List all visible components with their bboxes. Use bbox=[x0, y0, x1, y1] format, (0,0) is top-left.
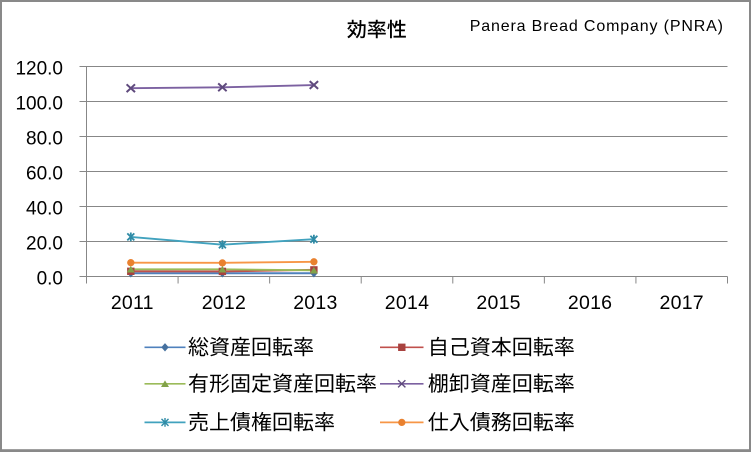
svg-text:60.0: 60.0 bbox=[26, 163, 63, 184]
svg-text:Panera Bread Company (PNRA): Panera Bread Company (PNRA) bbox=[470, 18, 724, 35]
svg-text:100.0: 100.0 bbox=[15, 93, 63, 114]
svg-text:20.0: 20.0 bbox=[26, 233, 63, 254]
svg-text:2012: 2012 bbox=[202, 292, 246, 314]
svg-text:2017: 2017 bbox=[660, 292, 704, 314]
svg-text:2011: 2011 bbox=[111, 292, 154, 314]
svg-text:2015: 2015 bbox=[476, 292, 520, 314]
svg-text:0.0: 0.0 bbox=[37, 268, 63, 289]
svg-text:2013: 2013 bbox=[293, 292, 337, 314]
svg-text:2014: 2014 bbox=[385, 292, 429, 314]
svg-text:120.0: 120.0 bbox=[15, 58, 63, 79]
svg-text:2016: 2016 bbox=[568, 292, 612, 314]
svg-text:80.0: 80.0 bbox=[26, 128, 63, 149]
svg-text:40.0: 40.0 bbox=[26, 198, 63, 219]
